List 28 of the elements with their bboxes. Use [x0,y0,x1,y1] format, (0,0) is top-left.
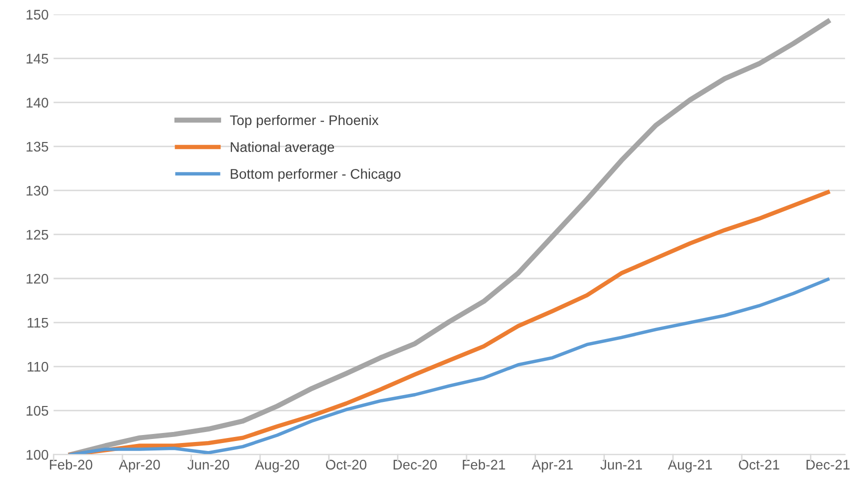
y-tick-label: 135 [26,142,48,152]
legend-label: Top performer - Phoenix [230,114,379,128]
y-tick-label: 100 [26,450,48,460]
x-tick-label: Oct-20 [326,460,366,470]
x-tick-label: Dec-21 [806,460,850,470]
x-tick-label: Aug-21 [668,460,712,472]
x-tick-label: Aug-20 [254,460,300,472]
x-tick-label: Jun-20 [187,460,230,470]
y-tick-label: 145 [26,54,48,64]
y-tick-label: 150 [26,10,48,20]
legend-label: National average [230,142,334,155]
legend-label: Bottom performer - Chicago [230,168,400,182]
y-tick-label: 105 [26,406,48,416]
y-tick-label: 130 [26,186,48,196]
y-tick-label: 140 [26,98,48,108]
x-tick-label: Feb-20 [50,459,92,470]
y-tick-label: 110 [28,362,48,372]
x-tick-label: Apr-21 [532,460,573,472]
y-tick-label: 120 [26,274,48,284]
y-tick-label: 115 [28,318,48,328]
y-tick-label: 125 [26,230,48,240]
x-tick-label: Apr-20 [118,460,160,472]
line-series [69,278,830,455]
x-tick-label: Dec-20 [394,460,437,470]
line-series [68,190,830,455]
x-tick-label: Oct-21 [738,460,780,470]
x-tick-label: Feb-21 [462,459,506,470]
x-tick-label: Jun-21 [600,460,642,470]
